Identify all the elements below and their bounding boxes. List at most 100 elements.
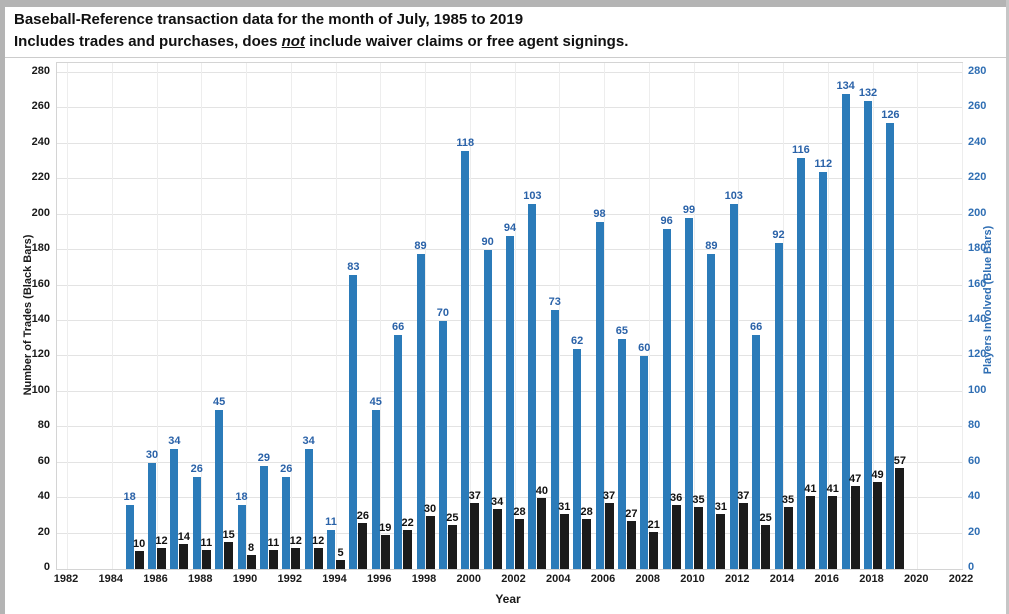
y-tick-label-right: 260 (968, 100, 987, 113)
trades-value-label: 22 (401, 517, 414, 530)
vertical-gridline (156, 63, 158, 569)
trades-bar (805, 496, 815, 569)
trades-bar (761, 524, 771, 569)
players-value-label: 11 (325, 516, 337, 529)
x-tick-label: 2012 (725, 573, 750, 585)
players-bar (506, 235, 514, 569)
players-bar (438, 321, 447, 569)
vertical-gridline (827, 63, 829, 569)
trades-bar (268, 549, 278, 569)
trades-value-label: 27 (625, 508, 638, 521)
x-tick-label: 1996 (367, 573, 392, 585)
y-tick-label-right: 180 (968, 242, 987, 255)
trades-value-label: 11 (267, 536, 280, 549)
trades-bar (559, 514, 569, 569)
trades-bar (492, 508, 502, 569)
y-tick-label-right: 160 (968, 277, 987, 290)
trades-bar (336, 560, 345, 569)
trades-value-label: 41 (826, 483, 839, 496)
x-tick-label: 1992 (277, 573, 302, 585)
trades-bar (134, 551, 144, 569)
players-value-label: 92 (772, 229, 785, 242)
trades-bar (738, 503, 748, 569)
players-bar (595, 221, 604, 569)
chart-subtitle: Includes trades and purchases, does not … (14, 31, 628, 53)
window-frame-top (0, 0, 1009, 7)
players-value-label: 112 (814, 158, 833, 171)
players-value-label: 60 (638, 342, 651, 355)
y-tick-label-right: 80 (968, 419, 981, 432)
vertical-gridline (335, 63, 337, 569)
y-tick-label-left: 0 (43, 561, 50, 573)
players-bar (170, 448, 179, 569)
y-tick-label-right: 40 (968, 490, 981, 503)
players-bar (729, 204, 738, 569)
players-value-label: 66 (750, 321, 763, 334)
trades-bar (626, 521, 636, 569)
trades-bar (157, 547, 166, 569)
trades-bar (470, 503, 480, 569)
x-tick-label: 2020 (904, 573, 929, 585)
trades-bar (201, 549, 211, 569)
players-bar (752, 335, 761, 569)
players-bar (662, 228, 671, 569)
trades-bar (515, 519, 524, 569)
players-bar (550, 310, 559, 569)
trades-value-label: 36 (670, 492, 683, 505)
trades-value-label: 12 (155, 534, 168, 547)
players-value-label: 30 (145, 448, 159, 461)
trades-bar (873, 482, 882, 569)
x-axis-title: Year (495, 592, 521, 606)
trades-value-label: 40 (535, 485, 548, 498)
y-tick-label-left: 20 (37, 525, 50, 538)
trades-value-label: 5 (337, 547, 344, 560)
x-tick-label: 1984 (98, 573, 123, 585)
window-frame-left (0, 0, 5, 614)
x-tick-label: 1986 (143, 573, 168, 585)
players-bar (528, 204, 537, 569)
trades-bar (403, 530, 413, 569)
players-bar (841, 94, 850, 569)
players-value-label: 70 (436, 307, 449, 319)
x-tick-label: 2006 (590, 573, 616, 585)
players-value-label: 126 (881, 108, 900, 121)
trades-value-label: 8 (247, 541, 255, 554)
players-value-label: 132 (858, 87, 878, 100)
players-value-label: 34 (302, 434, 315, 447)
y-tick-label-left: 120 (31, 348, 50, 361)
trades-value-label: 31 (558, 501, 571, 514)
horizontal-gridline (57, 142, 962, 144)
players-value-label: 94 (503, 221, 517, 234)
y-tick-label-left: 160 (31, 277, 50, 290)
vertical-gridline (67, 63, 68, 569)
trades-value-label: 10 (133, 538, 146, 551)
players-bar (573, 349, 582, 569)
vertical-gridline (917, 63, 919, 569)
trades-value-label: 37 (468, 490, 481, 503)
y-tick-label-right: 100 (968, 383, 987, 396)
players-bar (617, 338, 626, 569)
trades-bar (358, 522, 368, 569)
vertical-gridline (559, 63, 561, 569)
y-tick-label-left: 200 (31, 206, 50, 219)
trades-bar (291, 547, 301, 569)
vertical-gridline (648, 63, 650, 569)
players-value-label: 18 (123, 491, 136, 504)
trades-value-label: 37 (737, 490, 750, 503)
trades-value-label: 37 (602, 490, 616, 503)
players-bar (483, 250, 492, 569)
players-value-label: 98 (593, 207, 606, 220)
players-value-label: 103 (523, 190, 542, 203)
players-bar (819, 172, 828, 569)
horizontal-gridline (57, 178, 962, 180)
subtitle-suffix: include waiver claims or free agent sign… (304, 33, 629, 50)
x-tick-label: 2016 (814, 573, 839, 585)
players-bar (886, 122, 895, 569)
vertical-gridline (514, 63, 516, 569)
subtitle-emphasis-not: not (281, 33, 305, 50)
y-tick-label-left: 240 (31, 135, 50, 148)
players-bar (215, 409, 224, 569)
vertical-gridline (425, 63, 426, 569)
players-value-label: 89 (414, 239, 427, 252)
